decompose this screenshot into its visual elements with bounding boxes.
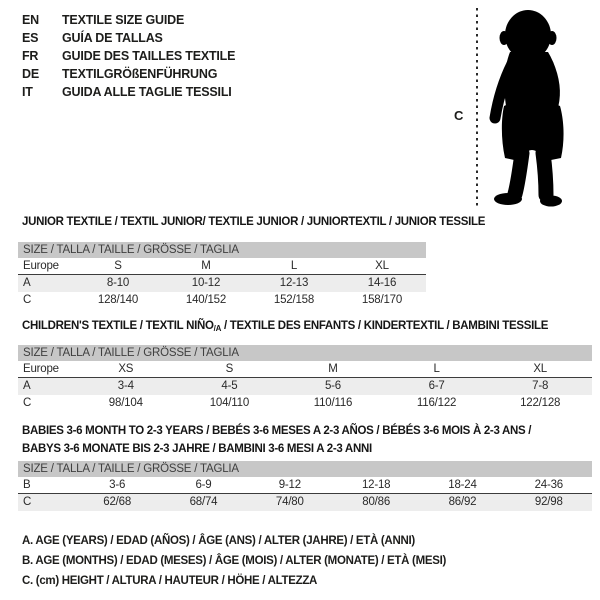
language-code: DE — [22, 67, 39, 81]
value-cell: 62/68 — [103, 496, 132, 508]
size-cell: L — [433, 363, 440, 375]
value-cell: 74/80 — [275, 496, 304, 508]
babies-title-line2: BABYS 3-6 MONATE BIS 2-3 JAHRE / BAMBINI… — [22, 443, 372, 455]
legend-line-b: B. AGE (MONTHS) / EDAD (MESES) / ÂGE (MO… — [22, 555, 447, 567]
row-label: Europe — [23, 363, 59, 375]
children-size-header-bar: SIZE / TALLA / TAILLE / GRÖSSE / TAGLIA — [18, 345, 592, 361]
children-height-row: C 98/104 104/110 110/116 116/122 122/128 — [18, 395, 592, 412]
value-cell: 152/158 — [273, 294, 315, 306]
children-title-post: / TEXTILE DES ENFANTS / KINDERTEXTIL / B… — [221, 320, 549, 332]
value-cell: 18-24 — [448, 479, 477, 491]
size-cell: XL — [375, 260, 389, 272]
babies-section-title: BABIES 3-6 MONTH TO 2-3 YEARS / BEBÉS 3-… — [22, 422, 542, 458]
value-cell: 24-36 — [534, 479, 564, 491]
value-cell: 140/152 — [185, 294, 227, 306]
language-title: TEXTILE SIZE GUIDE — [62, 13, 185, 27]
size-cell: XL — [533, 363, 547, 375]
height-measure-label: C — [454, 108, 464, 123]
language-title: GUÍA DE TALLAS — [62, 31, 163, 45]
baby-silhouette-icon — [489, 10, 564, 207]
value-cell: 7-8 — [532, 380, 549, 392]
value-cell: 158/170 — [361, 294, 403, 306]
size-cell: S — [114, 260, 122, 272]
row-label: C — [23, 496, 32, 508]
value-cell: 8-10 — [106, 277, 130, 289]
value-cell: 10-12 — [191, 277, 221, 289]
legend-line-c: C. (cm) HEIGHT / ALTURA / HAUTEUR / HÖHE… — [22, 575, 318, 587]
value-cell: 6-7 — [428, 380, 445, 392]
value-cell: 104/110 — [209, 397, 250, 409]
value-cell: 5-6 — [324, 380, 341, 392]
value-cell: 6-9 — [195, 479, 212, 491]
children-age-row: A 3-4 4-5 5-6 6-7 7-8 — [18, 378, 592, 395]
children-title-subscript: /A — [213, 324, 222, 333]
junior-size-table: SIZE / TALLA / TAILLE / GRÖSSE / TAGLIA … — [18, 242, 426, 309]
junior-height-row: C 128/140 140/152 152/158 158/170 — [18, 292, 426, 309]
children-title-pre: CHILDREN'S TEXTILE / TEXTIL NIÑO — [22, 320, 214, 332]
junior-age-row: A 8-10 10-12 12-13 14-16 — [18, 275, 426, 292]
junior-size-header-bar: SIZE / TALLA / TAILLE / GRÖSSE / TAGLIA — [18, 242, 426, 258]
babies-size-table: SIZE / TALLA / TAILLE / GRÖSSE / TAGLIA … — [18, 461, 592, 511]
language-code: IT — [22, 85, 33, 99]
babies-height-row: C 62/68 68/74 74/80 80/86 86/92 92/98 — [18, 494, 592, 511]
junior-section-title: JUNIOR TEXTILE / TEXTIL JUNIOR/ TEXTILE … — [22, 216, 486, 228]
children-section-title: CHILDREN'S TEXTILE / TEXTIL NIÑO/A / TEX… — [22, 320, 548, 333]
row-label: Europe — [23, 260, 59, 272]
height-measure-dotted-line — [476, 8, 478, 208]
size-cell: L — [290, 260, 298, 272]
value-cell: 128/140 — [97, 294, 139, 306]
language-code: ES — [22, 31, 39, 45]
value-cell: 122/128 — [520, 397, 561, 409]
value-cell: 3-4 — [117, 380, 134, 392]
value-cell: 86/92 — [448, 496, 477, 508]
value-cell: 80/86 — [362, 496, 391, 508]
language-code: EN — [22, 13, 39, 27]
junior-europe-row: Europe S M L XL — [18, 258, 426, 275]
size-cell: M — [328, 363, 338, 375]
language-row-es: ES GUÍA DE TALLAS — [22, 29, 235, 47]
row-label: A — [23, 277, 31, 289]
value-cell: 14-16 — [367, 277, 397, 289]
row-label: A — [23, 380, 31, 392]
value-cell: 92/98 — [534, 496, 563, 508]
row-label: C — [23, 397, 32, 409]
babies-title-line1: BABIES 3-6 MONTH TO 2-3 YEARS / BEBÉS 3-… — [22, 425, 532, 437]
language-title: GUIDE DES TAILLES TEXTILE — [62, 49, 236, 63]
language-list: EN TEXTILE SIZE GUIDE ES GUÍA DE TALLAS … — [22, 11, 235, 101]
children-size-table: SIZE / TALLA / TAILLE / GRÖSSE / TAGLIA … — [18, 345, 592, 412]
measurement-legend: A. AGE (YEARS) / EDAD (AÑOS) / ÂGE (ANS)… — [22, 531, 446, 591]
language-row-fr: FR GUIDE DES TAILLES TEXTILE — [22, 47, 235, 65]
language-row-de: DE TEXTILGRÖßENFÜHRUNG — [22, 65, 235, 83]
language-code: FR — [22, 49, 39, 63]
value-cell: 9-12 — [278, 479, 301, 491]
language-row-it: IT GUIDA ALLE TAGLIE TESSILI — [22, 83, 235, 101]
value-cell: 98/104 — [108, 397, 143, 409]
value-cell: 3-6 — [109, 479, 126, 491]
value-cell: 110/116 — [313, 397, 353, 409]
children-europe-row: Europe XS S M L XL — [18, 361, 592, 378]
value-cell: 12-18 — [361, 479, 391, 491]
legend-line-a: A. AGE (YEARS) / EDAD (AÑOS) / ÂGE (ANS)… — [22, 535, 415, 547]
language-title: TEXTILGRÖßENFÜHRUNG — [62, 67, 218, 81]
value-cell: 12-13 — [279, 277, 309, 289]
language-row-en: EN TEXTILE SIZE GUIDE — [22, 11, 235, 29]
language-title: GUIDA ALLE TAGLIE TESSILI — [62, 85, 232, 99]
value-cell: 68/74 — [189, 496, 218, 508]
babies-age-row: B 3-6 6-9 9-12 12-18 18-24 24-36 — [18, 477, 592, 494]
size-cell: XS — [118, 363, 134, 375]
row-label: B — [23, 479, 31, 491]
size-cell: M — [201, 260, 211, 272]
value-cell: 116/122 — [416, 397, 457, 409]
row-label: C — [23, 294, 32, 306]
size-cell: S — [225, 363, 234, 375]
babies-size-header-bar: SIZE / TALLA / TAILLE / GRÖSSE / TAGLIA — [18, 461, 592, 477]
value-cell: 4-5 — [221, 380, 238, 392]
